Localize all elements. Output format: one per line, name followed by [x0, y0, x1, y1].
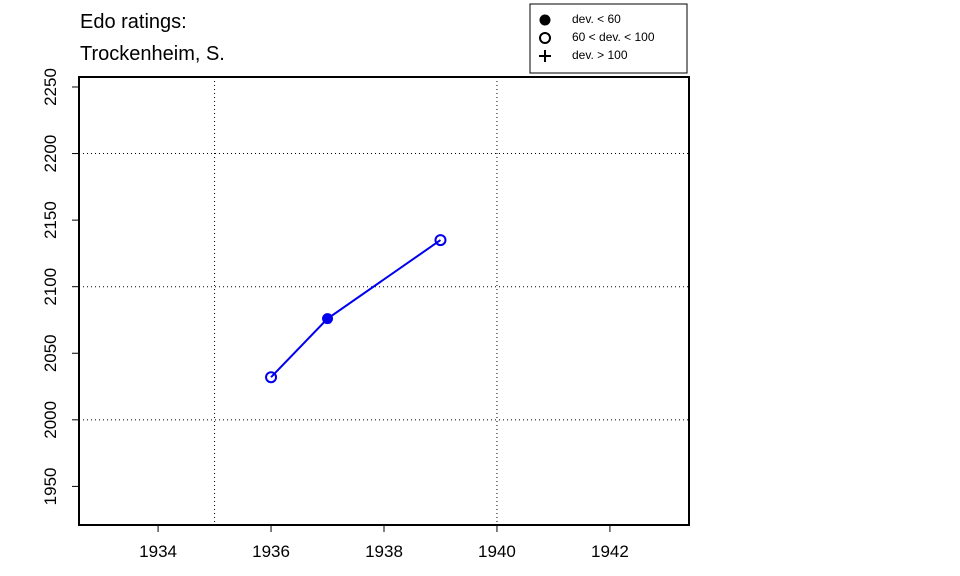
point: [322, 313, 334, 325]
legend-label: 60 < dev. < 100: [572, 30, 655, 44]
y-tick-label: 2250: [41, 68, 60, 106]
legend-marker: [539, 50, 551, 62]
legend-marker: [539, 14, 551, 26]
chart-title: Trockenheim, S.: [80, 43, 225, 65]
y-tick-label: 2050: [41, 334, 60, 372]
y-tick-label: 2200: [41, 135, 60, 173]
legend-label: dev. < 60: [572, 12, 621, 26]
x-tick-label: 1942: [591, 542, 629, 561]
point: [265, 371, 278, 384]
chart-title: Edo ratings:: [80, 11, 187, 33]
legend-label: dev. > 100: [572, 48, 628, 62]
x-tick-label: 1936: [252, 542, 290, 561]
y-tick-label: 2000: [41, 401, 60, 439]
point: [434, 234, 447, 247]
plot-frame: [78, 76, 690, 526]
y-tick-label: 1950: [41, 467, 60, 505]
x-tick-label: 1938: [365, 542, 403, 561]
legend-marker: [539, 32, 551, 44]
y-tick-label: 2100: [41, 268, 60, 306]
x-tick-label: 1940: [478, 542, 516, 561]
y-tick-label: 2150: [41, 201, 60, 239]
legend-box: [529, 3, 688, 74]
line: [270, 239, 442, 378]
x-tick-label: 1934: [139, 542, 177, 561]
